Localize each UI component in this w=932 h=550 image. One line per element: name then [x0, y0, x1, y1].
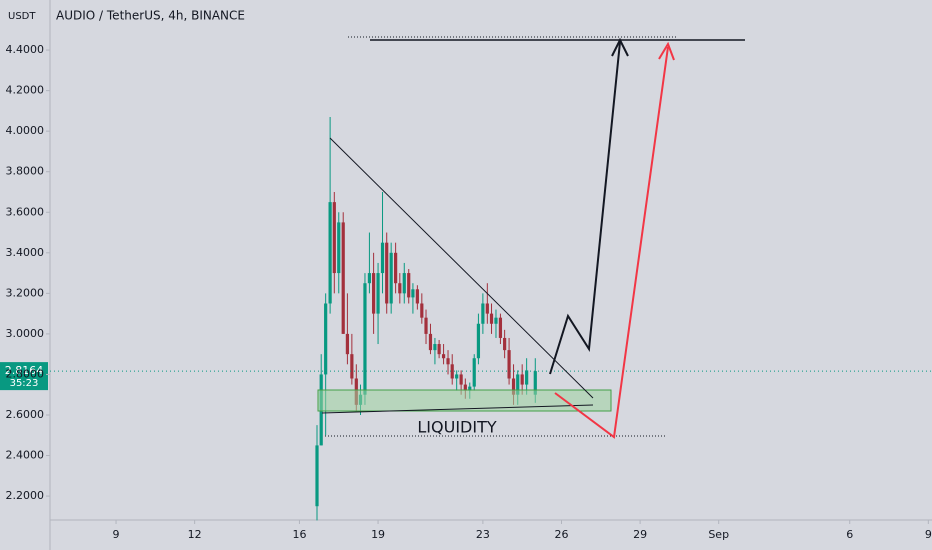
- y-tick-label: 2.8000: [6, 367, 45, 380]
- candle-body: [420, 303, 424, 318]
- candle-body: [341, 222, 345, 334]
- candle-body: [424, 317, 428, 334]
- candle-body: [511, 378, 516, 395]
- candle-body: [476, 323, 481, 359]
- chart-title: AUDIO / TetherUS, 4h, BINANCE: [56, 9, 245, 23]
- candle-body: [450, 364, 454, 379]
- candle-body: [380, 242, 385, 274]
- plot-area: [50, 116, 932, 521]
- x-tick-label: 9: [113, 528, 120, 541]
- x-tick-label: 9: [925, 528, 932, 541]
- candle-body: [441, 354, 446, 359]
- candle-body: [437, 344, 441, 355]
- x-tick-label: 16: [292, 528, 306, 541]
- y-tick-label: 4.4000: [6, 43, 45, 56]
- y-tick-label: 2.4000: [6, 449, 45, 462]
- candle-body: [332, 202, 336, 274]
- candle-body: [407, 273, 411, 298]
- candle-body: [459, 374, 463, 385]
- candle-body: [324, 303, 328, 375]
- last-price-label: 2.8164: [5, 364, 44, 377]
- y-tick-label: 3.6000: [6, 205, 45, 218]
- x-tick-label: 29: [633, 528, 647, 541]
- y-tick-label: 3.2000: [6, 286, 45, 299]
- candle-body: [415, 289, 419, 304]
- x-tick-label: Sep: [708, 528, 729, 541]
- candle-body: [411, 289, 415, 298]
- bear-path: [554, 46, 669, 439]
- candle-body: [345, 333, 350, 355]
- candle-body: [494, 317, 498, 324]
- x-tick-label: 12: [188, 528, 202, 541]
- candle-body: [455, 374, 459, 379]
- candle-body: [389, 252, 393, 304]
- x-tick-label: 6: [846, 528, 853, 541]
- liquidity-zone: [317, 389, 612, 412]
- y-tick-label: 3.4000: [6, 246, 45, 259]
- candle-body: [367, 273, 372, 284]
- annotation-label: LIQUIDITY: [417, 418, 496, 437]
- y-tick-label: 3.0000: [6, 327, 45, 340]
- axis-unit: USDT: [8, 11, 36, 22]
- candle-body: [489, 313, 494, 324]
- candle-body: [516, 374, 520, 395]
- bear-arrowhead: [658, 41, 675, 61]
- y-tick-label: 4.0000: [6, 124, 45, 137]
- y-tick-label: 4.2000: [6, 84, 45, 97]
- candle-body: [376, 273, 380, 314]
- candle-body: [485, 303, 489, 314]
- candle-body: [520, 374, 524, 385]
- candle-body: [428, 333, 433, 351]
- trend-line: [329, 137, 594, 399]
- y-tick-label: 2.6000: [6, 408, 45, 421]
- candle-body: [363, 283, 367, 395]
- bull-path: [549, 41, 621, 375]
- candle-body: [394, 252, 398, 284]
- support-line: [321, 404, 594, 414]
- candle-body: [398, 283, 402, 294]
- y-tick-label: 3.8000: [6, 165, 45, 178]
- countdown-label: 35:23: [10, 378, 39, 389]
- candle-body: [446, 358, 450, 365]
- last-price-box: [0, 362, 48, 391]
- candle-body: [503, 337, 507, 351]
- candle-body: [402, 273, 406, 294]
- candle-body: [472, 358, 476, 387]
- candle-body: [468, 386, 472, 391]
- candle-body: [385, 242, 389, 304]
- candle-body: [498, 317, 503, 338]
- candle-body: [350, 354, 354, 379]
- candle-body: [315, 445, 319, 507]
- candle-body: [372, 273, 376, 314]
- candle-body: [507, 350, 511, 379]
- candle-body: [533, 371, 537, 395]
- candle-body: [328, 202, 332, 304]
- x-tick-label: 23: [476, 528, 490, 541]
- bull-arrowhead: [611, 37, 629, 57]
- y-tick-label: 2.2000: [6, 489, 45, 502]
- candle-body: [433, 344, 437, 351]
- x-tick-label: 26: [554, 528, 568, 541]
- candle-body: [481, 303, 485, 324]
- candle-body: [525, 370, 529, 385]
- x-tick-label: 19: [371, 528, 385, 541]
- drawings: [317, 36, 745, 439]
- candle-body: [463, 384, 467, 391]
- candle-body: [337, 222, 341, 274]
